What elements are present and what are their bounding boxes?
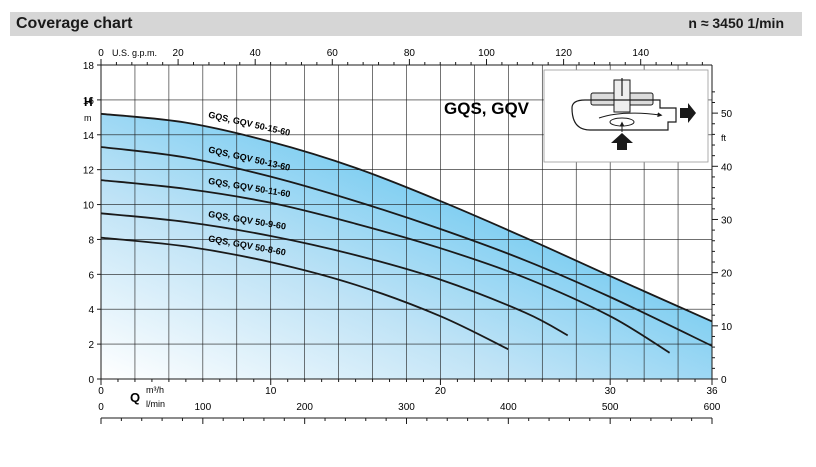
y-left-tick-label: 0 (88, 375, 94, 386)
y-right-tick-label: 0 (721, 375, 727, 386)
x-lmin-tick-label: 100 (194, 402, 211, 413)
speed-label: n ≈ 3450 1/min (688, 15, 784, 31)
x-m3h-tick-label: 0 (98, 386, 104, 397)
y-left-tick-label: 18 (83, 61, 95, 72)
y-left-tick-label: 16 (83, 96, 95, 107)
y-left-label: H (84, 95, 93, 109)
x-lmin-tick-label: 300 (398, 402, 415, 413)
x-bottom-unit-m3h: m³/h (146, 385, 164, 395)
y-right-tick-label: 30 (721, 215, 733, 226)
curve-2 (100, 146, 713, 347)
x-lmin-tick-label: 0 (98, 402, 104, 413)
y-left-tick-label: 10 (83, 201, 95, 212)
y-right-tick-label: 50 (721, 109, 733, 120)
x-lmin-tick-label: 400 (500, 402, 517, 413)
y-right-tick-label: 10 (721, 322, 733, 333)
x-top-tick-label: 60 (327, 48, 339, 59)
y-right-unit: ft (721, 133, 727, 143)
x-top-tick-label: 80 (404, 48, 416, 59)
y-left-tick-label: 4 (88, 305, 94, 316)
x-top-tick-label: 100 (478, 48, 495, 59)
header-title: Coverage chart (16, 15, 133, 32)
x-bottom-label: Q (130, 390, 140, 405)
curve-5 (100, 236, 509, 351)
pump-diagram (543, 69, 709, 163)
x-top-tick-label: 40 (250, 48, 262, 59)
x-lmin-tick-label: 500 (602, 402, 619, 413)
curve-1 (100, 112, 713, 323)
x-bottom-unit-lmin: l/min (146, 399, 165, 409)
y-left-tick-label: 2 (88, 340, 94, 351)
x-lmin-tick-label: 600 (704, 402, 721, 413)
x-top-tick-label: 120 (555, 48, 572, 59)
x-top-label: U.S. g.p.m. (112, 48, 157, 58)
header-bar: Coverage chart n ≈ 3450 1/min (10, 12, 802, 36)
x-top-tick-label: 140 (632, 48, 649, 59)
y-left-tick-label: 12 (83, 166, 95, 177)
chart-title: GQS, GQV (444, 99, 530, 118)
curve-3 (100, 179, 671, 354)
x-top-tick-label: 20 (173, 48, 185, 59)
curve-4 (100, 212, 569, 337)
y-left-unit: m (84, 113, 92, 123)
y-left-tick-label: 14 (83, 131, 95, 142)
y-right-tick-label: 20 (721, 269, 733, 280)
x-top-tick-label: 0 (98, 48, 104, 59)
y-left-tick-label: 6 (88, 270, 94, 281)
y-right-tick-label: 40 (721, 162, 733, 173)
y-left-tick-label: 8 (88, 235, 94, 246)
x-m3h-tick-label: 36 (706, 386, 718, 397)
x-m3h-tick-label: 30 (605, 386, 617, 397)
x-lmin-tick-label: 200 (296, 402, 313, 413)
x-m3h-tick-label: 20 (435, 386, 447, 397)
x-m3h-tick-label: 10 (265, 386, 277, 397)
